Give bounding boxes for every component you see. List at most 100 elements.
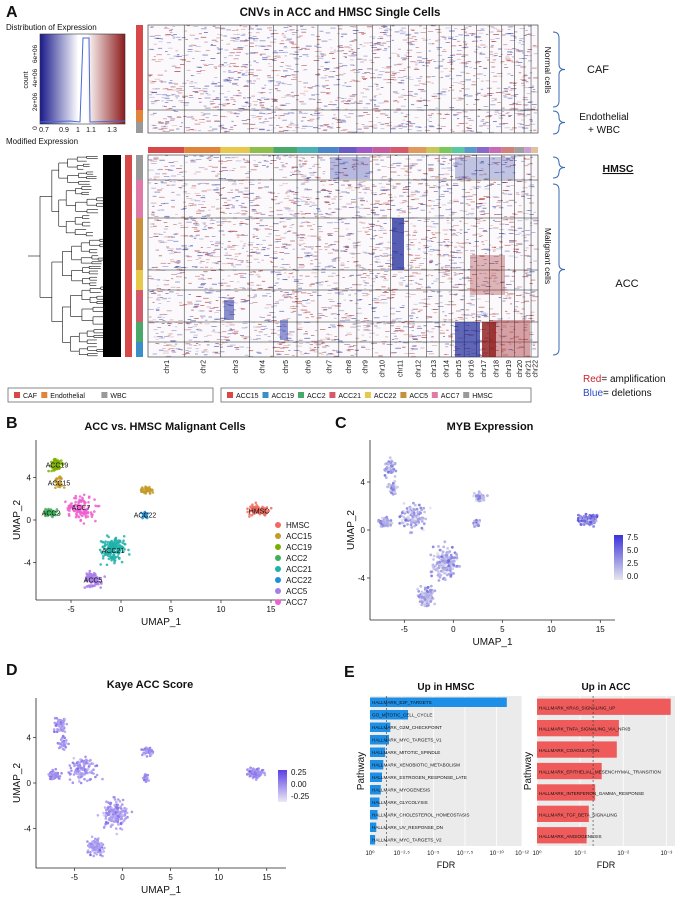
cnv-tick: [526, 173, 531, 175]
cnv-tick: [183, 235, 189, 237]
cnv-tick: [336, 314, 340, 315]
cnv-tick: [274, 285, 277, 286]
cnv-tick: [419, 76, 423, 78]
cnv-tick: [221, 39, 224, 41]
cnv-tick: [516, 50, 520, 52]
cnv-tick: [453, 162, 459, 164]
cnv-tick: [218, 65, 222, 67]
cnv-tick: [201, 317, 204, 319]
cnv-tick: [411, 310, 414, 312]
cnv-tick: [260, 329, 265, 330]
cnv-tick: [428, 261, 434, 262]
cnv-tick: [353, 163, 359, 165]
cnv-tick: [268, 89, 273, 90]
cnv-tick: [524, 87, 529, 88]
cnv-tick: [199, 310, 205, 312]
cnv-tick: [353, 72, 359, 73]
cnv-tick: [392, 276, 397, 277]
cnv-tick: [291, 47, 297, 49]
cnv-tick: [173, 267, 178, 268]
cnv-tick: [253, 296, 257, 297]
cnv-tick: [218, 230, 225, 232]
cnv-tick: [363, 107, 368, 109]
cnv-tick: [449, 293, 456, 295]
cnv-tick: [420, 97, 423, 99]
cnv-tick: [437, 160, 440, 162]
cnv-tick: [499, 242, 503, 244]
cnv-tick: [281, 34, 286, 36]
cnv-tick: [283, 51, 289, 53]
cnv-tick: [423, 245, 428, 247]
cnv-tick: [229, 112, 236, 114]
cnv-tick: [344, 314, 347, 316]
cnv-tick: [524, 219, 529, 221]
cnv-tick: [216, 263, 219, 265]
cnv-tick: [152, 223, 155, 225]
cnv-tick: [410, 199, 416, 200]
cnv-tick: [433, 61, 437, 62]
cnv-tick: [268, 233, 272, 235]
cnv-tick: [338, 45, 343, 47]
cnv-tick: [504, 224, 509, 225]
cnv-tick: [411, 355, 416, 357]
cnv-tick: [479, 52, 482, 54]
cnv-tick: [393, 111, 398, 113]
cnv-tick: [471, 84, 476, 86]
cnv-tick: [402, 59, 406, 61]
cnv-tick: [448, 313, 453, 315]
cnv-tick: [148, 309, 154, 310]
cnv-tick: [439, 282, 445, 283]
cnv-tick: [259, 225, 265, 227]
cnv-tick: [272, 290, 276, 292]
cnv-tick: [333, 228, 340, 229]
cnv-tick: [215, 343, 218, 345]
cnv-tick: [262, 295, 268, 297]
cnv-tick: [204, 236, 210, 238]
cnv-tick: [201, 222, 206, 224]
cnv-tick: [513, 229, 518, 231]
cnv-tick: [489, 263, 495, 264]
cnv-tick: [447, 277, 453, 279]
cnv-tick: [475, 188, 479, 189]
cnv-tick: [452, 284, 457, 286]
cnv-tick: [190, 75, 193, 76]
cnv-tick: [245, 70, 249, 72]
cnv-tick: [307, 126, 313, 127]
cnv-tick: [319, 52, 322, 54]
cnv-tick: [473, 261, 477, 262]
cnv-tick: [492, 316, 496, 317]
cnv-tick: [198, 209, 201, 211]
cnv-tick: [303, 246, 307, 247]
cnv-tick: [243, 97, 247, 99]
cnv-tick: [258, 45, 261, 47]
cnv-tick: [244, 187, 249, 189]
cnv-tick: [375, 322, 381, 324]
cnv-tick: [176, 273, 182, 274]
cnv-tick: [225, 340, 231, 341]
cnv-tick: [344, 46, 350, 48]
cnv-tick: [208, 316, 212, 318]
cnv-tick: [156, 299, 161, 301]
cnv-tick: [409, 353, 415, 354]
cnv-tick: [476, 265, 480, 266]
cnv-tick: [337, 46, 340, 48]
cnv-tick: [291, 293, 295, 295]
cnv-tick: [315, 198, 320, 200]
cnv-tick: [411, 312, 415, 314]
cnv-tick: [414, 67, 418, 69]
cnv-tick: [363, 340, 367, 341]
cnv-tick: [487, 127, 490, 129]
cnv-tick: [183, 182, 187, 184]
cnv-tick: [352, 65, 356, 66]
cnv-tick: [440, 94, 447, 96]
cnv-tick: [432, 43, 435, 45]
cnv-tick: [176, 287, 181, 288]
cnv-tick: [483, 248, 489, 250]
cnv-tick: [476, 286, 480, 287]
cnv-tick: [297, 301, 302, 302]
cnv-tick: [478, 186, 482, 188]
cnv-tick: [481, 312, 487, 314]
cnv-tick: [320, 91, 325, 93]
cnv-tick: [369, 59, 373, 61]
cnv-tick: [202, 54, 209, 56]
